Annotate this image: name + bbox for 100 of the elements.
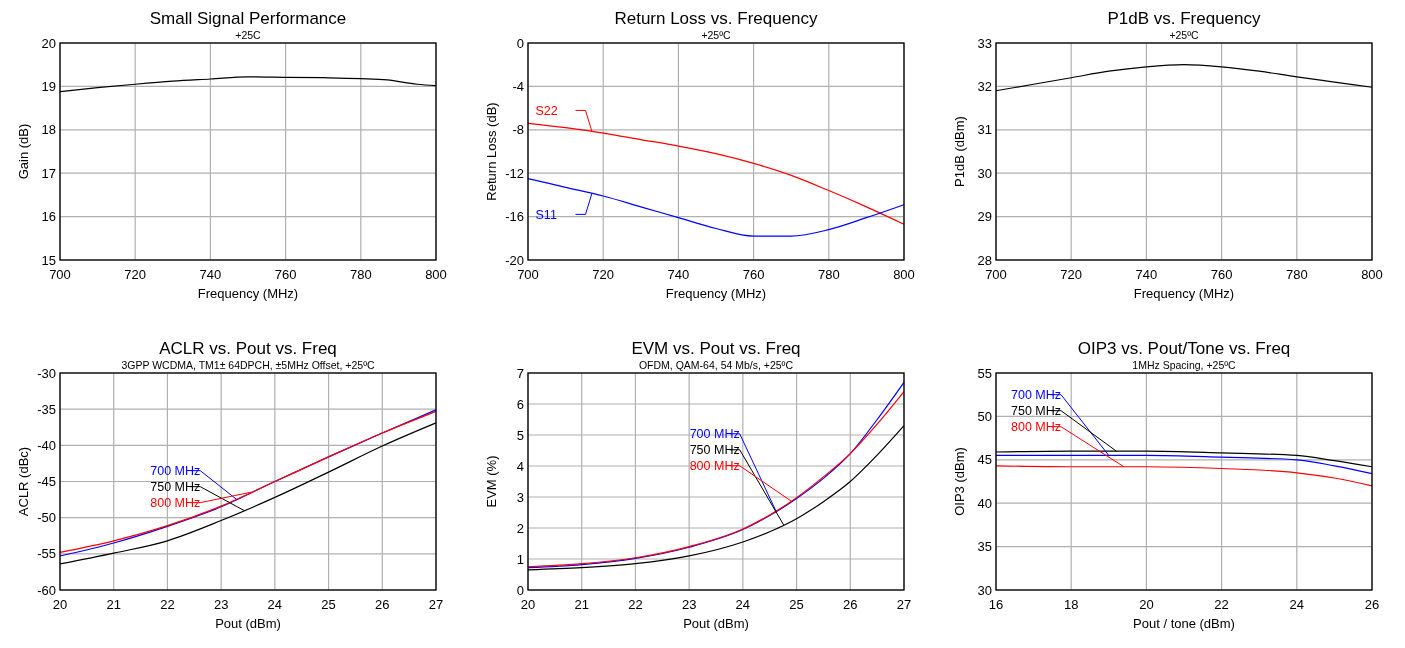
y-axis-title: EVM (%) (484, 455, 499, 508)
x-tick-label: 25 (321, 597, 336, 612)
y-tick-label: -35 (37, 401, 56, 417)
line-series (527, 178, 905, 237)
x-tick-label: 18 (1063, 597, 1079, 612)
x-tick-label: 23 (681, 597, 697, 612)
y-axis-title: ACLR (dBc) (16, 446, 31, 517)
y-axis-title: OIP3 (dBm) (952, 447, 967, 516)
chart-subtitle: +25ºC (701, 29, 732, 41)
x-tick-label: 700 (49, 267, 71, 282)
text: 750 MHz (150, 480, 201, 495)
y-tick-label: 15 (41, 252, 56, 268)
line-series (527, 122, 905, 225)
x-tick-label: 22 (160, 597, 175, 612)
x-tick-label: 780 (1285, 267, 1308, 282)
y-tick-label: 4 (516, 458, 524, 474)
y-tick-label: 28 (977, 252, 992, 268)
line-series (995, 465, 1373, 487)
y-tick-label: 1 (516, 551, 524, 567)
y-tick-label: 30 (977, 582, 992, 598)
x-axis-title: Frequency (MHz) (1133, 286, 1235, 301)
y-tick-label: 31 (977, 122, 992, 138)
text: 750 MHz (689, 443, 740, 458)
y-tick-label: -40 (37, 437, 56, 453)
line-series (995, 454, 1373, 475)
x-tick-label: 25 (789, 597, 804, 612)
y-tick-label: 40 (977, 495, 992, 511)
chart-subtitle: 1MHz Spacing, +25ºC (1132, 359, 1237, 371)
text: 750 MHz (1011, 404, 1062, 419)
y-tick-label: -30 (37, 365, 56, 381)
x-tick-label: 23 (213, 597, 229, 612)
y-tick-label: 33 (977, 35, 992, 51)
y-axis-title: Gain (dB) (16, 123, 31, 180)
y-tick-label: 17 (41, 165, 56, 181)
x-tick-label: 720 (124, 267, 147, 282)
y-tick-label: 18 (41, 122, 56, 138)
y-tick-label: 2 (516, 520, 524, 536)
x-tick-label: 26 (1364, 597, 1380, 612)
x-axis-title: Frequency (MHz) (665, 286, 767, 301)
text: 700 MHz (150, 464, 201, 479)
chart-subtitle: OFDM, QAM-64, 54 Mb/s, +25ºC (638, 359, 794, 371)
y-tick-label: 20 (41, 35, 56, 51)
chart-title: EVM vs. Pout vs. Freq (631, 339, 801, 358)
y-tick-label: 55 (977, 365, 992, 381)
y-tick-label: 45 (977, 452, 992, 468)
y-tick-label: 0 (516, 35, 524, 51)
x-tick-label: 27 (428, 597, 444, 612)
y-tick-label: 30 (977, 165, 992, 181)
x-axis-title: Pout (dBm) (215, 616, 281, 631)
x-tick-label: 760 (274, 267, 297, 282)
x-tick-label: 26 (375, 597, 390, 612)
x-tick-label: 27 (896, 597, 912, 612)
x-tick-label: 700 (517, 267, 539, 282)
y-axis-title: Return Loss (dB) (484, 102, 499, 201)
y-tick-label: 3 (516, 489, 524, 505)
series-label: 800 MHz (150, 496, 201, 511)
x-tick-label: 740 (199, 267, 222, 282)
x-tick-label: 800 (425, 267, 447, 282)
x-tick-label: 800 (893, 267, 915, 282)
x-tick-label: 760 (742, 267, 765, 282)
text: 700 MHz (1011, 388, 1062, 403)
y-tick-label: 16 (41, 209, 56, 225)
x-tick-label: 21 (106, 597, 121, 612)
chart-title: P1dB vs. Frequency (1107, 9, 1262, 28)
y-tick-label: -8 (512, 122, 524, 138)
x-tick-label: 740 (1135, 267, 1158, 282)
y-tick-label: -60 (37, 582, 56, 598)
x-tick-label: 720 (1060, 267, 1083, 282)
y-tick-label: -20 (505, 252, 524, 268)
y-tick-label: 5 (516, 427, 524, 443)
x-tick-label: 26 (843, 597, 858, 612)
x-tick-label: 800 (1361, 267, 1383, 282)
chart-subtitle: +25C (235, 29, 262, 41)
y-axis-title: P1dB (dBm) (952, 116, 967, 187)
x-tick-label: 16 (988, 597, 1004, 612)
x-tick-label: 20 (52, 597, 68, 612)
x-tick-label: 780 (349, 267, 372, 282)
x-tick-label: 700 (985, 267, 1007, 282)
x-axis-title: Pout / tone (dBm) (1133, 616, 1235, 631)
x-tick-label: 21 (574, 597, 589, 612)
x-tick-label: 20 (1139, 597, 1154, 612)
y-tick-label: 32 (977, 78, 992, 94)
series-label: S11 (535, 207, 557, 222)
x-tick-label: 22 (1214, 597, 1229, 612)
x-tick-label: 780 (817, 267, 840, 282)
chart-subtitle: 3GPP WCDMA, TM1± 64DPCH, ±5MHz Offset, +25ºC (121, 359, 375, 371)
x-tick-label: 24 (735, 597, 751, 612)
x-axis-title: Pout (dBm) (683, 616, 749, 631)
x-tick-label: 760 (1210, 267, 1233, 282)
text: 800 MHz (1011, 420, 1062, 435)
x-tick-label: 740 (667, 267, 690, 282)
x-tick-label: 22 (628, 597, 643, 612)
chart-title: OIP3 vs. Pout/Tone vs. Freq (1077, 339, 1291, 358)
text: 800 MHz (689, 459, 740, 474)
y-tick-label: -4 (512, 78, 524, 94)
chart-subtitle: +25ºC (1169, 29, 1200, 41)
series-label: S22 (535, 103, 558, 118)
y-tick-label: -50 (37, 510, 56, 526)
y-tick-label: -45 (37, 474, 56, 489)
y-tick-label: 7 (516, 365, 524, 381)
